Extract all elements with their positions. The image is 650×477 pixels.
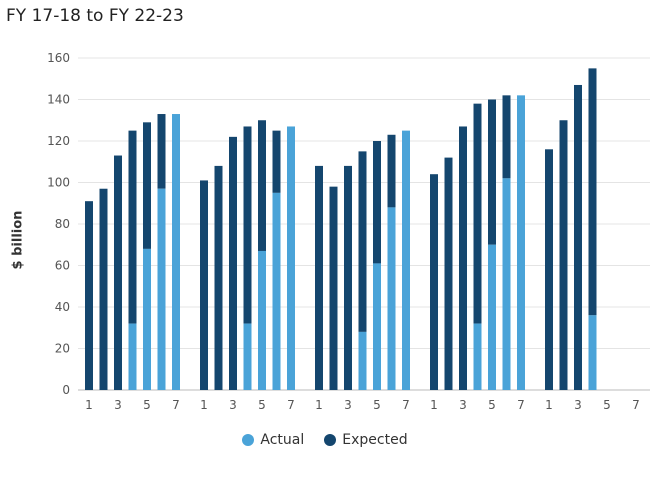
bar-expected <box>488 99 496 245</box>
y-tick-label: 120 <box>47 134 70 148</box>
bar-expected <box>588 68 597 316</box>
legend-label-expected: Expected <box>342 432 408 448</box>
x-tick-label: 3 <box>574 398 582 412</box>
bar-actual <box>373 263 381 390</box>
bar-expected <box>502 95 511 179</box>
bar-expected <box>459 126 467 390</box>
bar-expected <box>373 141 381 264</box>
bar-expected <box>329 186 338 390</box>
bar-expected <box>128 130 137 324</box>
bar-expected <box>387 134 396 208</box>
x-tick-label: 5 <box>603 398 611 412</box>
bar-expected <box>229 136 237 390</box>
legend-swatch-actual <box>242 434 255 446</box>
bar-expected <box>243 126 252 324</box>
x-tick-label: 7 <box>632 398 640 412</box>
bar-actual <box>358 331 367 390</box>
bar-actual <box>287 126 295 390</box>
y-tick-label: 60 <box>55 259 70 273</box>
bar-expected <box>430 174 438 390</box>
bar-actual <box>402 130 410 390</box>
x-tick-label: 5 <box>143 398 151 412</box>
bar-actual <box>517 95 525 390</box>
bar-expected <box>315 165 323 390</box>
legend-item-expected[interactable]: Expected <box>324 432 408 448</box>
x-tick-label: 1 <box>315 398 323 412</box>
y-tick-label: 20 <box>55 342 70 356</box>
y-tick-label: 40 <box>55 300 70 314</box>
legend-label-actual: Actual <box>260 432 305 448</box>
chart-title: FY 17-18 to FY 22-23 <box>6 6 184 26</box>
y-tick-label: 140 <box>47 93 70 107</box>
legend: Actual Expected <box>0 432 650 448</box>
bar-expected <box>444 157 453 390</box>
bar-expected <box>258 120 266 251</box>
x-tick-label: 3 <box>344 398 352 412</box>
x-tick-label: 7 <box>287 398 295 412</box>
bar-expected <box>574 84 582 390</box>
x-tick-label: 5 <box>488 398 496 412</box>
bar-actual <box>243 323 252 390</box>
bar-expected <box>473 103 482 324</box>
x-tick-label: 3 <box>459 398 467 412</box>
y-tick-label: 160 <box>47 51 70 65</box>
x-tick-label: 1 <box>545 398 553 412</box>
bar-actual <box>172 114 180 391</box>
x-tick-label: 3 <box>229 398 237 412</box>
bar-actual <box>258 250 266 390</box>
y-tick-label: 80 <box>55 217 70 231</box>
bar-actual <box>488 244 496 390</box>
x-tick-label: 1 <box>430 398 438 412</box>
x-tick-label: 5 <box>258 398 266 412</box>
bar-expected <box>358 151 367 332</box>
bar-actual <box>387 207 396 390</box>
bar-actual <box>502 178 511 390</box>
bar-expected <box>99 188 108 390</box>
x-tick-label: 5 <box>373 398 381 412</box>
x-tick-label: 7 <box>402 398 410 412</box>
x-tick-label: 7 <box>517 398 525 412</box>
bar-expected <box>200 180 208 390</box>
x-tick-label: 1 <box>85 398 93 412</box>
bar-actual <box>272 192 281 390</box>
bar-expected <box>114 155 122 390</box>
y-tick-label: 100 <box>47 176 70 190</box>
bar-expected <box>545 149 553 390</box>
bar-expected <box>157 114 166 189</box>
bar-expected <box>143 122 151 249</box>
y-tick-label: 0 <box>62 383 70 397</box>
bar-expected <box>559 120 568 390</box>
x-tick-label: 1 <box>200 398 208 412</box>
bar-actual <box>588 315 597 390</box>
bar-expected <box>214 165 223 390</box>
x-tick-label: 3 <box>114 398 122 412</box>
legend-swatch-expected <box>324 434 337 446</box>
bar-actual <box>473 323 482 390</box>
x-tick-label: 7 <box>172 398 180 412</box>
bar-expected <box>344 165 352 390</box>
bar-actual <box>143 248 151 390</box>
bar-expected <box>272 130 281 193</box>
bar-actual <box>157 188 166 390</box>
bar-expected <box>85 201 93 390</box>
bar-actual <box>128 323 137 390</box>
legend-item-actual[interactable]: Actual <box>242 432 304 448</box>
